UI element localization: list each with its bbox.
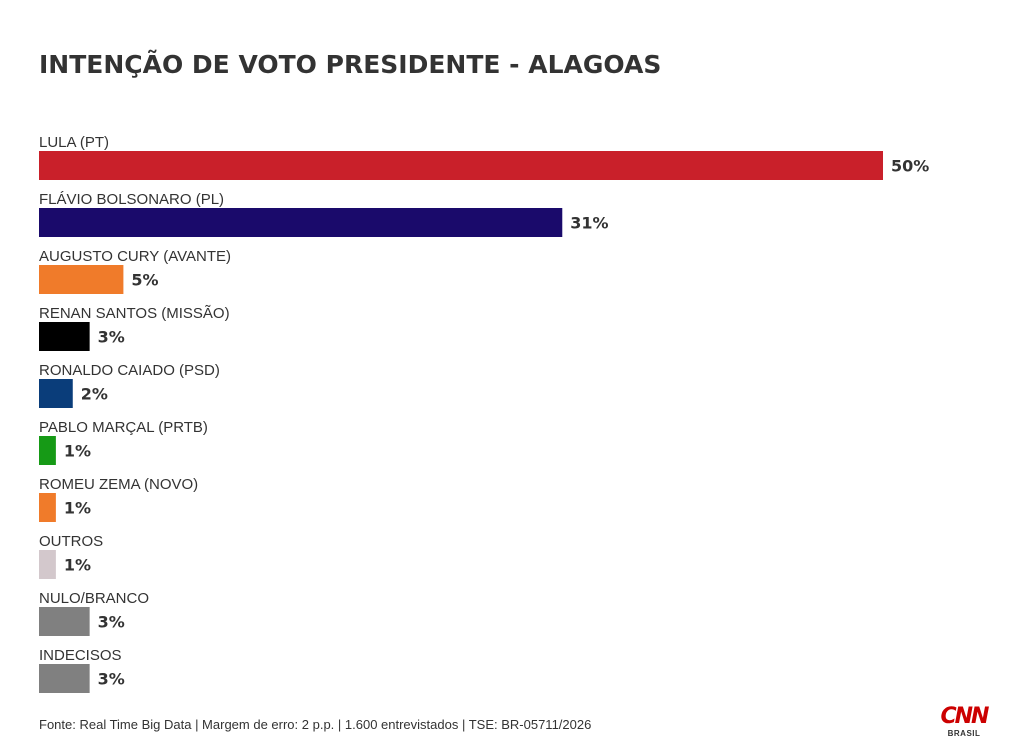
bar bbox=[39, 151, 883, 180]
category-label: AUGUSTO CURY (AVANTE) bbox=[39, 248, 231, 265]
bar bbox=[39, 493, 56, 522]
value-label: 1% bbox=[64, 442, 91, 461]
bar bbox=[39, 322, 90, 351]
category-label: LULA (PT) bbox=[39, 134, 109, 151]
logo-sub: BRASIL bbox=[947, 729, 981, 738]
bar bbox=[39, 607, 90, 636]
value-label: 1% bbox=[64, 499, 91, 518]
category-label: NULO/BRANCO bbox=[39, 590, 149, 607]
category-label: RONALDO CAIADO (PSD) bbox=[39, 362, 220, 379]
value-label: 3% bbox=[98, 328, 125, 347]
value-label: 1% bbox=[64, 556, 91, 575]
category-label: INDECISOS bbox=[39, 647, 122, 664]
bar bbox=[39, 550, 56, 579]
bar bbox=[39, 379, 73, 408]
bar bbox=[39, 208, 563, 237]
bar bbox=[39, 436, 56, 465]
category-label: RENAN SANTOS (MISSÃO) bbox=[39, 305, 230, 322]
category-label: FLÁVIO BOLSONARO (PL) bbox=[39, 191, 224, 208]
value-label: 5% bbox=[131, 271, 158, 290]
chart-title: INTENÇÃO DE VOTO PRESIDENTE - ALAGOAS bbox=[39, 50, 662, 79]
category-label: ROMEU ZEMA (NOVO) bbox=[39, 476, 198, 493]
bar bbox=[39, 265, 124, 294]
source-footer: Fonte: Real Time Big Data | Margem de er… bbox=[39, 717, 592, 732]
value-label: 50% bbox=[891, 157, 929, 176]
value-label: 31% bbox=[570, 214, 608, 233]
logo-mark: CNN bbox=[940, 704, 990, 729]
value-label: 3% bbox=[98, 613, 125, 632]
cnn-brasil-logo: CNN BRASIL bbox=[940, 704, 990, 745]
value-label: 2% bbox=[81, 385, 108, 404]
value-label: 3% bbox=[98, 670, 125, 689]
category-label: PABLO MARÇAL (PRTB) bbox=[39, 419, 208, 436]
category-label: OUTROS bbox=[39, 533, 103, 550]
bar bbox=[39, 664, 90, 693]
